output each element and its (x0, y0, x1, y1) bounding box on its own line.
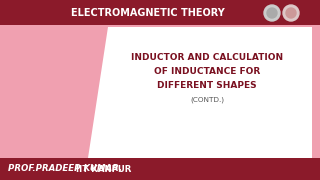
Text: DIFFERENT SHAPES: DIFFERENT SHAPES (157, 82, 257, 91)
Circle shape (264, 5, 280, 21)
Text: OF INDUCTANCE FOR: OF INDUCTANCE FOR (154, 68, 260, 76)
Circle shape (283, 5, 299, 21)
Text: INDUCTOR AND CALCULATION: INDUCTOR AND CALCULATION (131, 53, 283, 62)
Text: PROF.PRADEEP KUMAR,: PROF.PRADEEP KUMAR, (8, 165, 122, 174)
Bar (0, 0, 320, 25)
Circle shape (267, 8, 277, 18)
Bar (0, 158, 320, 180)
Polygon shape (88, 27, 312, 158)
Text: IIT KANPUR: IIT KANPUR (73, 165, 132, 174)
Circle shape (286, 8, 296, 18)
Bar (0, 25, 100, 158)
Text: (CONTD.): (CONTD.) (190, 97, 224, 103)
Text: ELECTROMAGNETIC THEORY: ELECTROMAGNETIC THEORY (71, 8, 225, 17)
